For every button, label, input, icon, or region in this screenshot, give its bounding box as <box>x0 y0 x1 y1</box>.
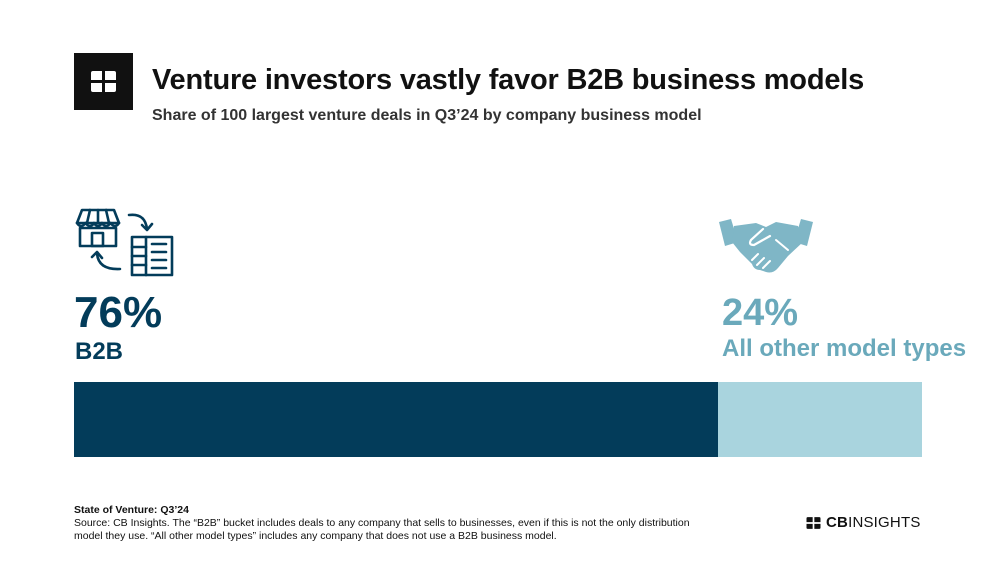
chart-title: Venture investors vastly favor B2B busin… <box>152 64 865 96</box>
b2b-category-label: B2B <box>75 338 124 365</box>
cb-logo-icon <box>74 53 133 110</box>
b2b-percent-label: 76% <box>74 288 163 337</box>
footer-source: Source: CB Insights. The “B2B” bucket in… <box>74 517 690 542</box>
brand-light: INSIGHTS <box>848 514 921 531</box>
handshake-icon <box>718 218 814 281</box>
chart-subtitle: Share of 100 largest venture deals in Q3… <box>152 107 702 124</box>
brand-wordmark: CBINSIGHTS <box>826 514 921 531</box>
brand-logo: CBINSIGHTS <box>805 514 921 531</box>
other-category-label: All other model types <box>722 335 967 362</box>
storefront-buildings-exchange-icon <box>73 207 175 282</box>
cb-brand-icon <box>806 516 821 529</box>
other-percent-label: 24% <box>722 292 799 334</box>
footer-title: State of Venture: Q3’24 <box>74 504 189 516</box>
bar-segment-b2b <box>74 382 719 457</box>
bar-segment-other <box>718 382 922 457</box>
brand-bold: CB <box>826 514 849 531</box>
stacked-bar <box>74 382 922 457</box>
